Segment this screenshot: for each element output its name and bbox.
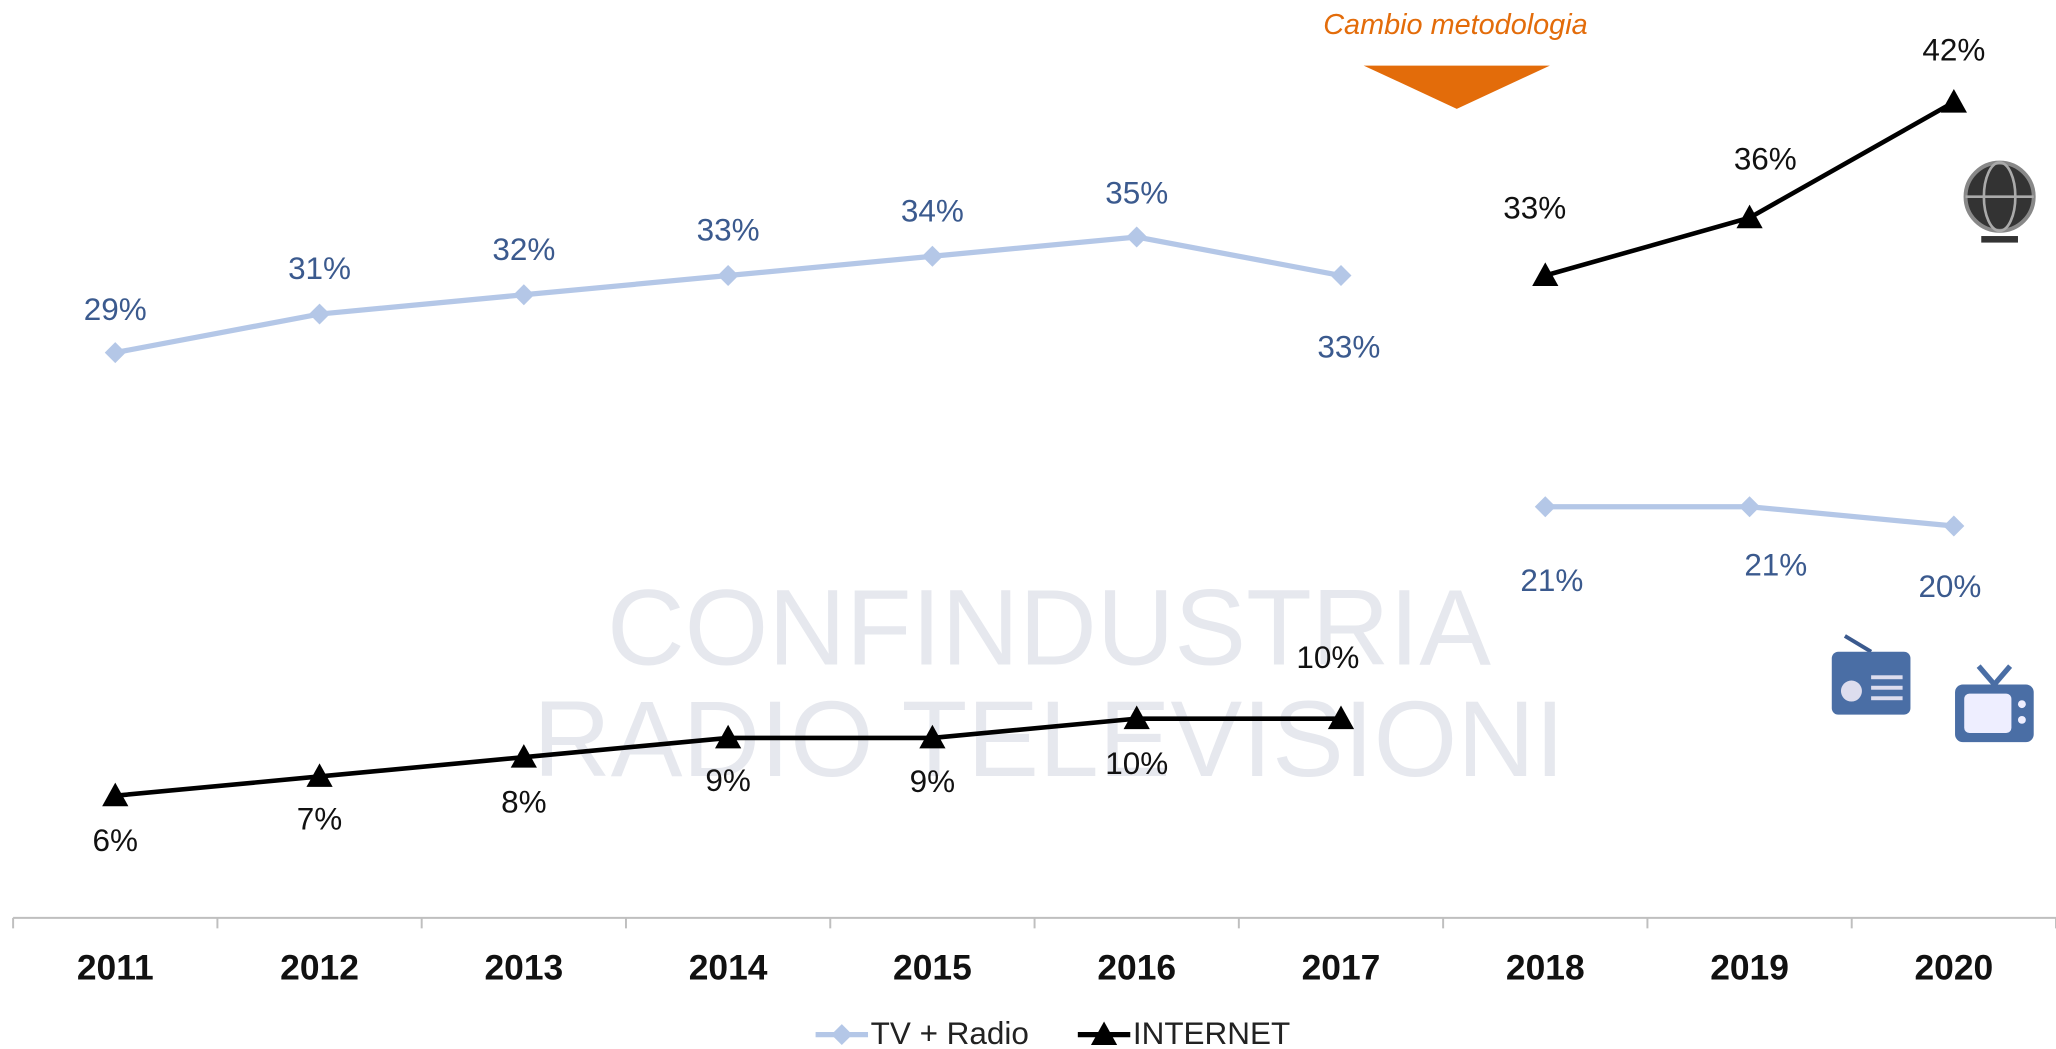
marker bbox=[1943, 515, 1965, 537]
marker bbox=[513, 284, 535, 306]
marker bbox=[1330, 265, 1352, 287]
marker bbox=[1090, 1021, 1118, 1046]
legend-label: INTERNET bbox=[1133, 1016, 1290, 1049]
data-label: 33% bbox=[697, 213, 760, 248]
marker bbox=[1123, 705, 1150, 730]
marker bbox=[831, 1024, 853, 1046]
data-label: 42% bbox=[1922, 33, 1985, 68]
marker bbox=[104, 342, 126, 364]
marker bbox=[1532, 262, 1559, 287]
marker bbox=[1126, 226, 1148, 248]
data-label: 31% bbox=[288, 251, 351, 286]
annotation-arrow bbox=[1363, 65, 1550, 109]
data-label: 36% bbox=[1734, 142, 1797, 177]
marker bbox=[921, 245, 943, 267]
marker bbox=[1739, 496, 1761, 518]
marker bbox=[1534, 496, 1556, 518]
marker bbox=[715, 724, 742, 749]
data-label: 7% bbox=[297, 801, 342, 836]
marker bbox=[306, 763, 333, 787]
radio-icon bbox=[1831, 634, 1911, 715]
data-label: 9% bbox=[910, 764, 955, 799]
data-label: 20% bbox=[1918, 569, 1981, 604]
marker bbox=[510, 744, 537, 768]
marker bbox=[1327, 705, 1355, 730]
watermark: CONFINDUSTRIA bbox=[607, 567, 1491, 687]
marker bbox=[1940, 89, 1967, 113]
data-label: 34% bbox=[901, 193, 964, 228]
x-tick-label: 2011 bbox=[77, 948, 154, 988]
data-label: 32% bbox=[492, 232, 555, 267]
x-tick-label: 2017 bbox=[1302, 948, 1381, 988]
data-label: 33% bbox=[1503, 190, 1566, 225]
data-label: 9% bbox=[705, 763, 750, 798]
x-tick-label: 2012 bbox=[280, 948, 359, 988]
marker bbox=[919, 724, 946, 749]
data-label: 8% bbox=[501, 785, 546, 820]
data-label: 10% bbox=[1296, 640, 1359, 675]
x-tick-label: 2013 bbox=[484, 948, 563, 988]
data-label: 35% bbox=[1105, 175, 1168, 210]
data-label: 21% bbox=[1744, 547, 1807, 582]
data-label: 21% bbox=[1520, 563, 1583, 598]
legend-label: TV + Radio bbox=[871, 1016, 1029, 1049]
marker bbox=[717, 265, 739, 287]
series-line bbox=[114, 234, 1955, 529]
data-label: 29% bbox=[84, 292, 147, 327]
marker bbox=[309, 303, 331, 325]
marker bbox=[1736, 204, 1763, 229]
x-tick-label: 2016 bbox=[1097, 948, 1176, 988]
x-tick-label: 2018 bbox=[1506, 948, 1585, 988]
marker bbox=[102, 782, 129, 807]
x-tick-label: 2014 bbox=[689, 948, 768, 988]
data-label: 33% bbox=[1317, 329, 1380, 364]
data-label: 10% bbox=[1105, 746, 1168, 781]
x-tick-label: 2019 bbox=[1710, 948, 1789, 988]
watermark: RADIO TELEVISIONI bbox=[533, 679, 1565, 799]
annotation: Cambio metodologia bbox=[1323, 9, 1587, 41]
x-tick-label: 2020 bbox=[1914, 948, 1993, 988]
data-label: 6% bbox=[93, 823, 138, 858]
tv-icon bbox=[1955, 664, 2034, 743]
x-tick-label: 2015 bbox=[893, 948, 972, 988]
globe-icon bbox=[1963, 160, 2036, 243]
